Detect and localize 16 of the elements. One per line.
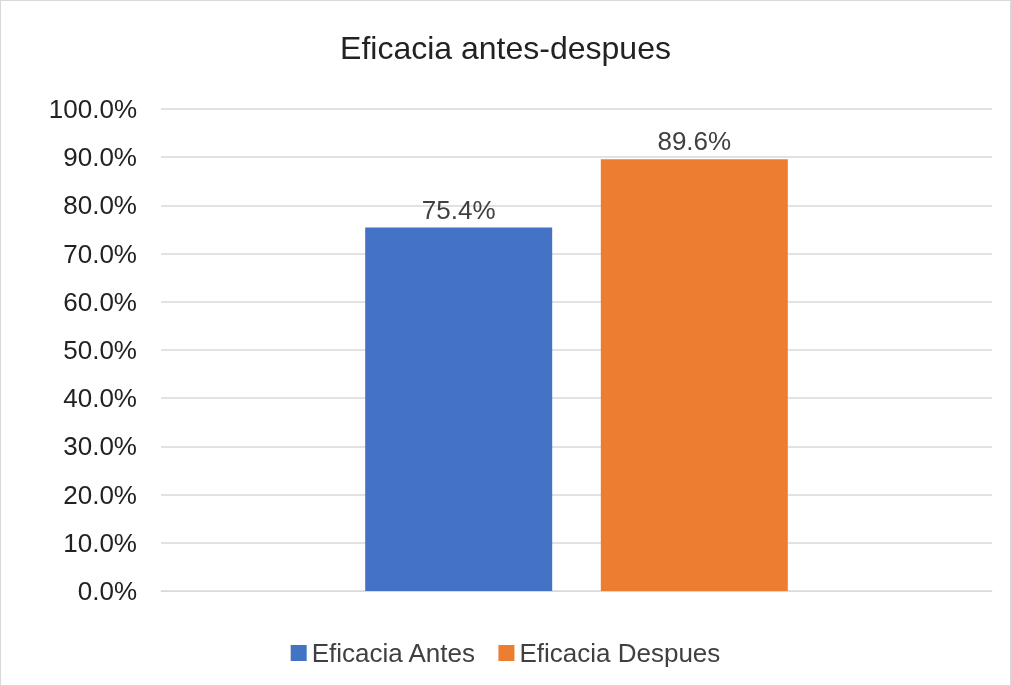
y-tick-label: 40.0% [63, 383, 137, 414]
legend-label: Eficacia Despues [519, 638, 721, 668]
y-tick-label: 50.0% [63, 335, 137, 365]
y-tick-label: 80.0% [63, 190, 137, 221]
y-tick-label: 70.0% [63, 238, 137, 269]
y-tick-label: 10.0% [63, 527, 137, 558]
y-tick-label: 30.0% [63, 431, 137, 462]
y-tick-label: 90.0% [63, 142, 137, 173]
chart-title: Eficacia antes-despues [340, 30, 671, 66]
y-tick-label: 100.0% [48, 94, 137, 124]
y-tick-label: 0.0% [77, 576, 137, 606]
y-tick-label: 60.0% [63, 286, 137, 317]
data-label: 89.6% [657, 126, 732, 157]
legend-label: Eficacia Antes [311, 638, 475, 668]
y-tick-label: 20.0% [63, 479, 137, 510]
data-label: 75.4% [421, 194, 496, 225]
